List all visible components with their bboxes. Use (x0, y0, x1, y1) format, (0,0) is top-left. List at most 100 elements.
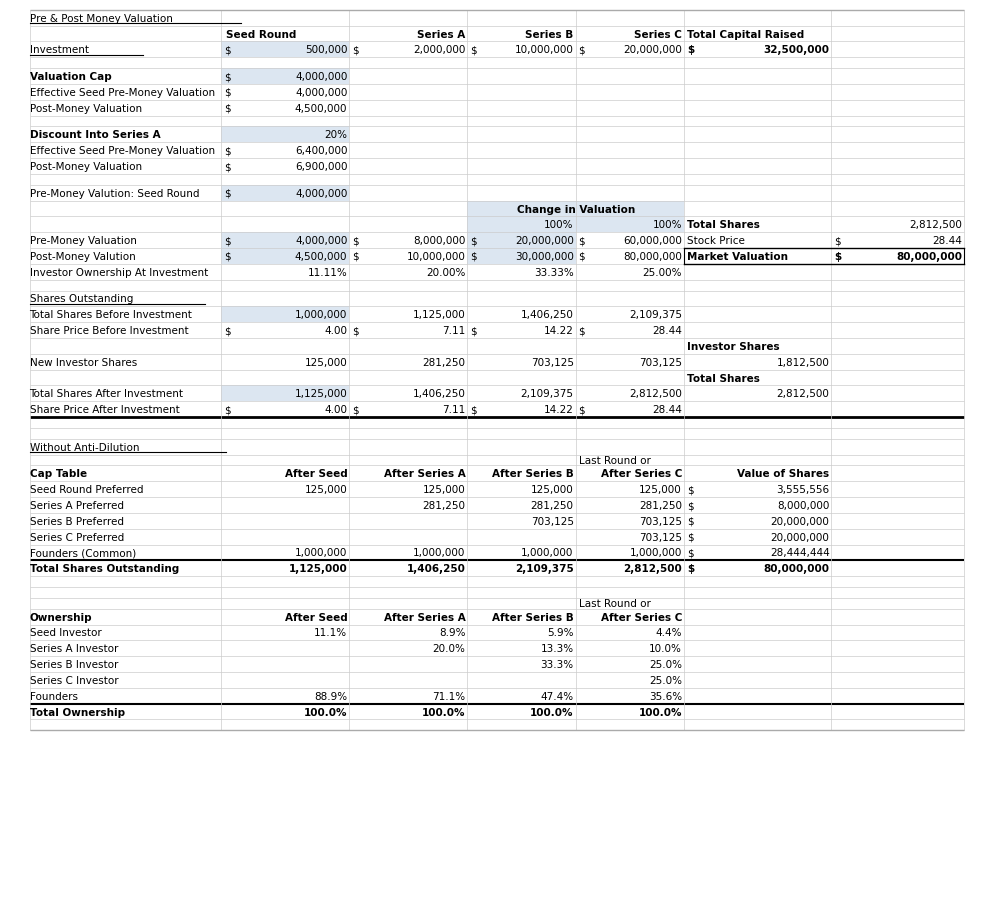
Bar (30, 455, 964, 466)
Bar (30, 598, 964, 609)
Text: Cap Table: Cap Table (30, 469, 87, 479)
Text: Valuation Cap: Valuation Cap (30, 72, 111, 82)
Text: 125,000: 125,000 (531, 485, 574, 495)
Text: $: $ (687, 532, 694, 542)
Bar (30, 159, 964, 174)
Text: Seed Round Preferred: Seed Round Preferred (30, 485, 143, 495)
Text: $: $ (224, 162, 231, 172)
Text: After Series C: After Series C (600, 469, 682, 479)
Bar (30, 354, 964, 370)
Text: 1,406,250: 1,406,250 (412, 389, 465, 399)
Bar (30, 625, 964, 640)
Text: 2,109,375: 2,109,375 (515, 563, 574, 573)
Text: Value of Shares: Value of Shares (737, 469, 830, 479)
Text: 80,000,000: 80,000,000 (896, 252, 962, 262)
Text: $: $ (224, 252, 231, 262)
Text: 125,000: 125,000 (305, 358, 347, 368)
Text: 2,109,375: 2,109,375 (629, 310, 682, 320)
Text: 33.33%: 33.33% (534, 267, 574, 277)
Text: Series B Preferred: Series B Preferred (30, 517, 124, 526)
Bar (30, 609, 964, 625)
Text: 1,406,250: 1,406,250 (521, 310, 574, 320)
Text: Shares Outstanding: Shares Outstanding (30, 294, 133, 304)
Text: Last Round or: Last Round or (579, 599, 650, 609)
Text: 1,000,000: 1,000,000 (295, 548, 347, 558)
Text: After Series C: After Series C (600, 612, 682, 622)
Bar (221, 386, 349, 402)
Text: Series A: Series A (417, 30, 465, 40)
Text: $: $ (470, 45, 477, 55)
Text: 47.4%: 47.4% (540, 691, 574, 701)
Text: 1,812,500: 1,812,500 (776, 358, 830, 368)
Bar (467, 201, 684, 217)
Bar (30, 703, 964, 720)
Text: 4,000,000: 4,000,000 (295, 189, 347, 199)
Text: 25.0%: 25.0% (648, 659, 682, 669)
Text: 1,000,000: 1,000,000 (295, 310, 347, 320)
Text: 28.44: 28.44 (652, 405, 682, 414)
Text: 2,812,500: 2,812,500 (909, 220, 962, 230)
Bar (30, 672, 964, 688)
Text: 281,250: 281,250 (422, 358, 465, 368)
Text: 33.3%: 33.3% (540, 659, 574, 669)
Text: 28.44: 28.44 (933, 236, 962, 246)
Text: Change in Valuation: Change in Valuation (517, 204, 635, 214)
Text: 4,500,000: 4,500,000 (295, 104, 347, 114)
Text: Seed Investor: Seed Investor (30, 628, 101, 638)
Bar (221, 127, 349, 143)
Text: 3,555,556: 3,555,556 (776, 485, 830, 495)
Bar (467, 233, 576, 248)
Text: Share Price Before Investment: Share Price Before Investment (30, 326, 188, 336)
Bar (30, 339, 964, 354)
Text: 703,125: 703,125 (639, 517, 682, 526)
Text: Post-Money Valuation: Post-Money Valuation (30, 162, 142, 172)
Text: $: $ (224, 146, 231, 156)
Text: 281,250: 281,250 (422, 500, 465, 510)
Text: 1,000,000: 1,000,000 (522, 548, 574, 558)
Text: 703,125: 703,125 (530, 358, 574, 368)
Bar (30, 185, 964, 201)
Text: 80,000,000: 80,000,000 (623, 252, 682, 262)
Text: After Series B: After Series B (492, 612, 574, 622)
Text: 4.00: 4.00 (325, 405, 347, 414)
Text: 4,000,000: 4,000,000 (295, 236, 347, 246)
Text: 8,000,000: 8,000,000 (413, 236, 465, 246)
Text: 20%: 20% (325, 130, 347, 140)
Bar (30, 217, 964, 233)
Bar (30, 481, 964, 498)
Text: Founders (Common): Founders (Common) (30, 548, 136, 558)
Text: Total Shares After Investment: Total Shares After Investment (30, 389, 184, 399)
Text: 20.00%: 20.00% (426, 267, 465, 277)
Text: 100.0%: 100.0% (422, 707, 465, 717)
Text: Investor Shares: Investor Shares (687, 341, 779, 351)
Bar (30, 688, 964, 703)
Text: 88.9%: 88.9% (314, 691, 347, 701)
Text: 71.1%: 71.1% (432, 691, 465, 701)
Text: 10,000,000: 10,000,000 (515, 45, 574, 55)
Text: $: $ (224, 236, 231, 246)
Text: Total Capital Raised: Total Capital Raised (687, 30, 804, 40)
Text: Series A Preferred: Series A Preferred (30, 500, 124, 510)
Bar (30, 69, 964, 85)
Text: Series B: Series B (525, 30, 574, 40)
Text: 20,000,000: 20,000,000 (770, 532, 830, 542)
Bar (30, 370, 964, 386)
Text: 100%: 100% (652, 220, 682, 230)
Text: $: $ (352, 326, 359, 336)
Text: $: $ (579, 252, 585, 262)
Bar (30, 143, 964, 159)
Text: 125,000: 125,000 (305, 485, 347, 495)
Bar (30, 466, 964, 481)
Text: 2,000,000: 2,000,000 (413, 45, 465, 55)
Text: 14.22: 14.22 (544, 326, 574, 336)
Text: 20,000,000: 20,000,000 (623, 45, 682, 55)
Text: 6,900,000: 6,900,000 (295, 162, 347, 172)
Text: Series C Preferred: Series C Preferred (30, 532, 124, 542)
Text: $: $ (687, 548, 694, 558)
Text: Founders: Founders (30, 691, 78, 701)
Text: Discount Into Series A: Discount Into Series A (30, 130, 160, 140)
Bar (221, 185, 349, 201)
Text: $: $ (687, 517, 694, 526)
Bar (221, 69, 349, 85)
Text: After Series A: After Series A (384, 469, 465, 479)
